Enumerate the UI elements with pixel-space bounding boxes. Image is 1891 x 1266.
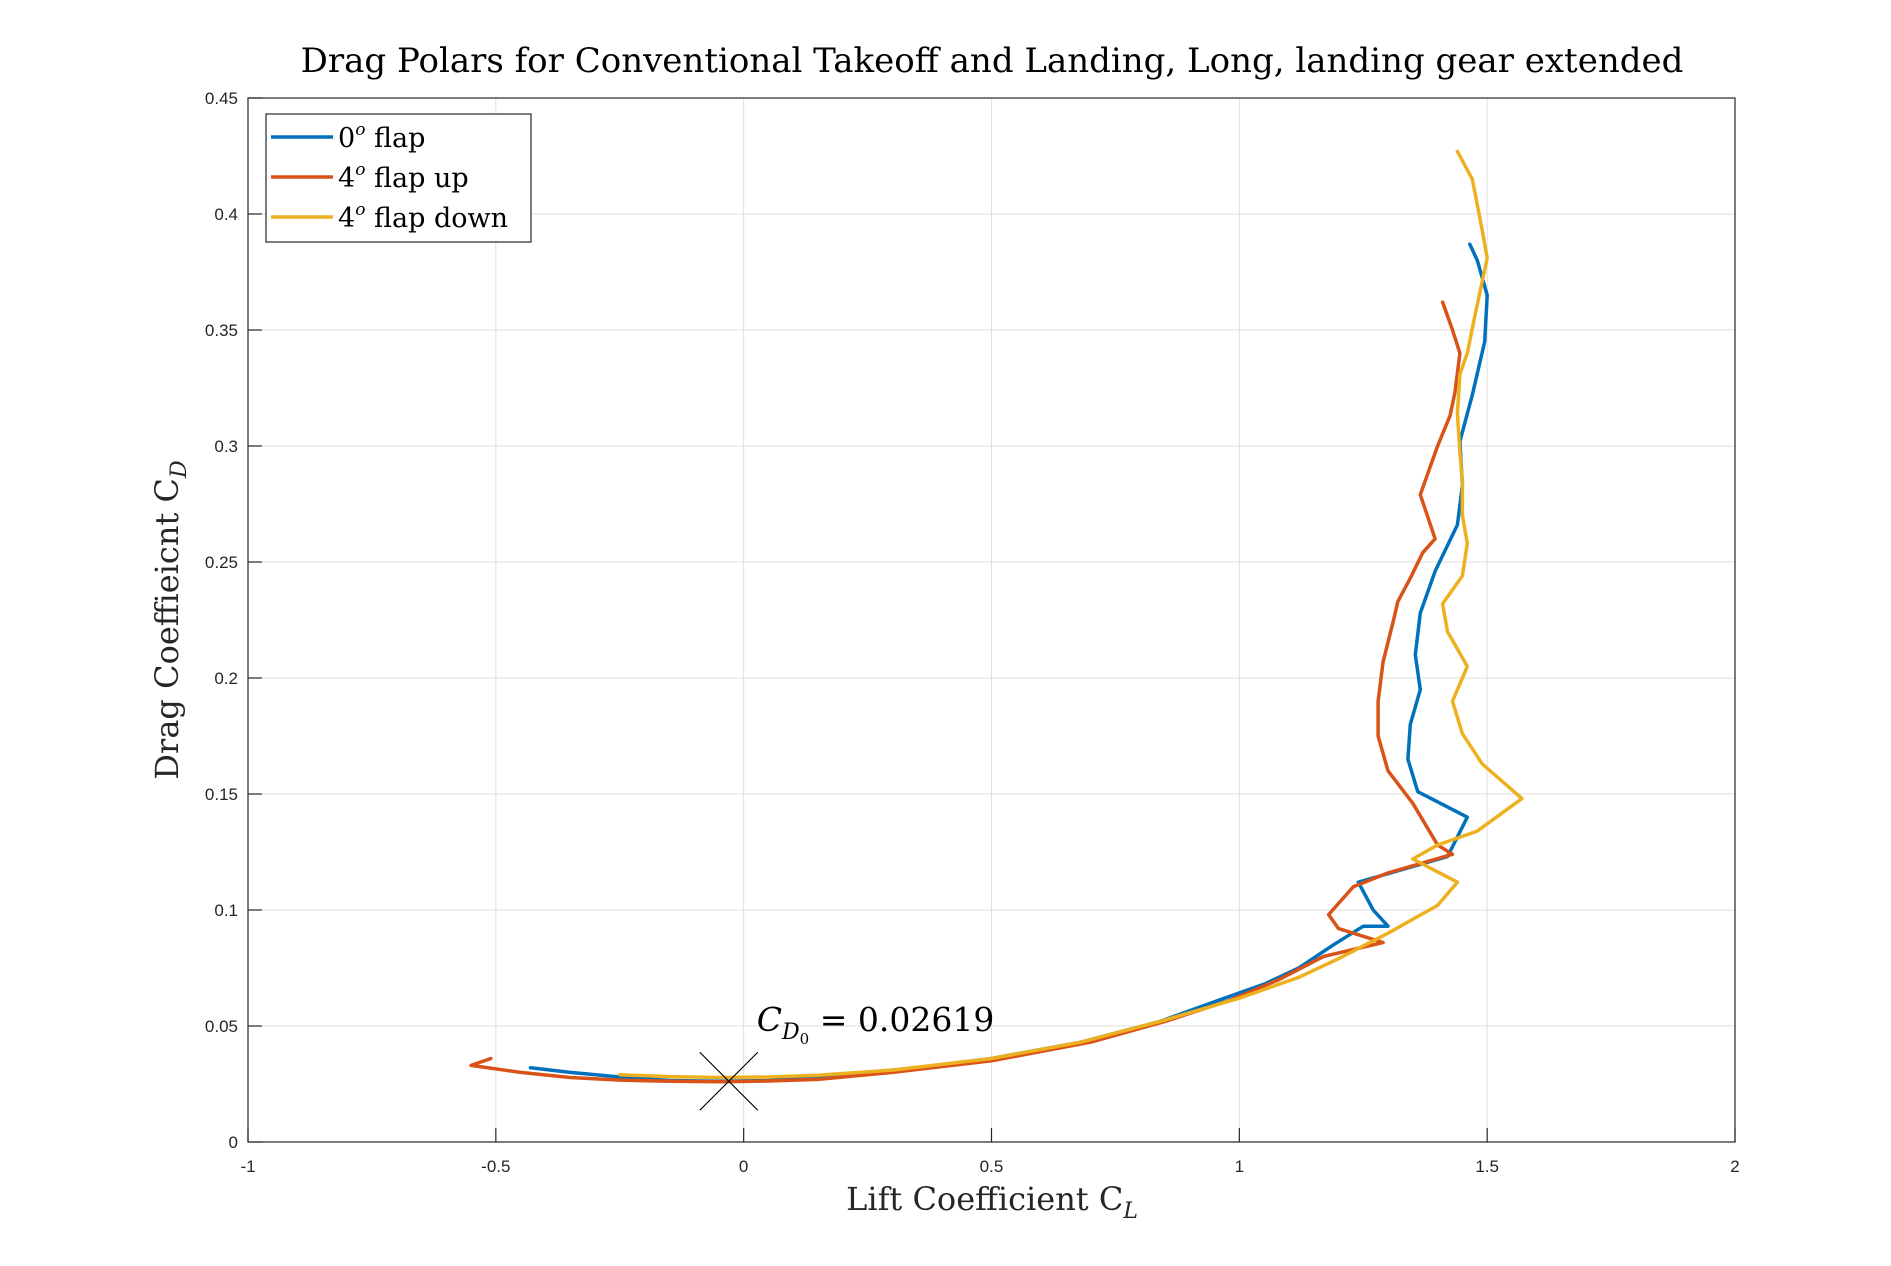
annotation-symbol: C [757, 1000, 782, 1039]
y-tick-label: 0.45 [205, 89, 238, 108]
legend-label-1: 4o flap up [338, 160, 469, 194]
x-axis-label-main: Lift Coefficient C [846, 1180, 1123, 1218]
legend: 0o flap 4o flap up 4o flap down [265, 113, 532, 243]
y-tick-label: 0 [229, 1133, 238, 1152]
series-layer [469, 149, 1524, 1084]
series-line-1 [469, 300, 1462, 1084]
y-tick-label: 0.3 [214, 437, 238, 456]
series-line-2 [618, 149, 1524, 1080]
x-tick-label: 1.5 [1475, 1157, 1499, 1176]
y-tick-label: 0.15 [205, 785, 238, 804]
y-tick-label: 0.2 [214, 669, 238, 688]
y-axis-label-main: Drag Coeffieicnt C [148, 478, 186, 780]
axis-ticks: -1 -0.5 0 0.5 1 1.5 2 0 0.05 0.1 0.15 0.2 0.25 0.3 0.3… [205, 89, 1740, 1176]
y-axis-label-subscript: D [167, 460, 192, 479]
cd0-annotation: CD0 = 0.02619 [757, 1000, 995, 1048]
annotation-subscript: D [781, 1020, 800, 1045]
x-tick-label: 2 [1730, 1157, 1739, 1176]
y-tick-label: 0.35 [205, 321, 238, 340]
x-tick-label: 0.5 [980, 1157, 1004, 1176]
y-tick-label: 0.1 [214, 901, 238, 920]
x-tick-label: 1 [1235, 1157, 1244, 1176]
x-axis-label-subscript: L [1122, 1199, 1138, 1224]
annotation-layer: CD0 = 0.02619 [699, 1000, 995, 1111]
cd0-marker [699, 1051, 759, 1111]
legend-label-2: 4o flap down [338, 200, 508, 234]
legend-label-0: 0o flap [338, 120, 425, 154]
x-tick-label: -1 [240, 1157, 255, 1176]
chart-title: Drag Polars for Conventional Takeoff and… [301, 41, 1684, 81]
y-tick-label: 0.4 [214, 205, 238, 224]
x-tick-label: 0 [739, 1157, 748, 1176]
x-tick-label: -0.5 [481, 1157, 510, 1176]
annotation-subsubscript: 0 [800, 1030, 810, 1048]
x-axis-label: Lift Coefficient CL [846, 1180, 1138, 1224]
annotation-value: = 0.02619 [809, 1000, 994, 1039]
y-axis-label: Drag Coeffieicnt CD [148, 460, 192, 780]
y-tick-label: 0.25 [205, 553, 238, 572]
y-tick-label: 0.05 [205, 1017, 238, 1036]
